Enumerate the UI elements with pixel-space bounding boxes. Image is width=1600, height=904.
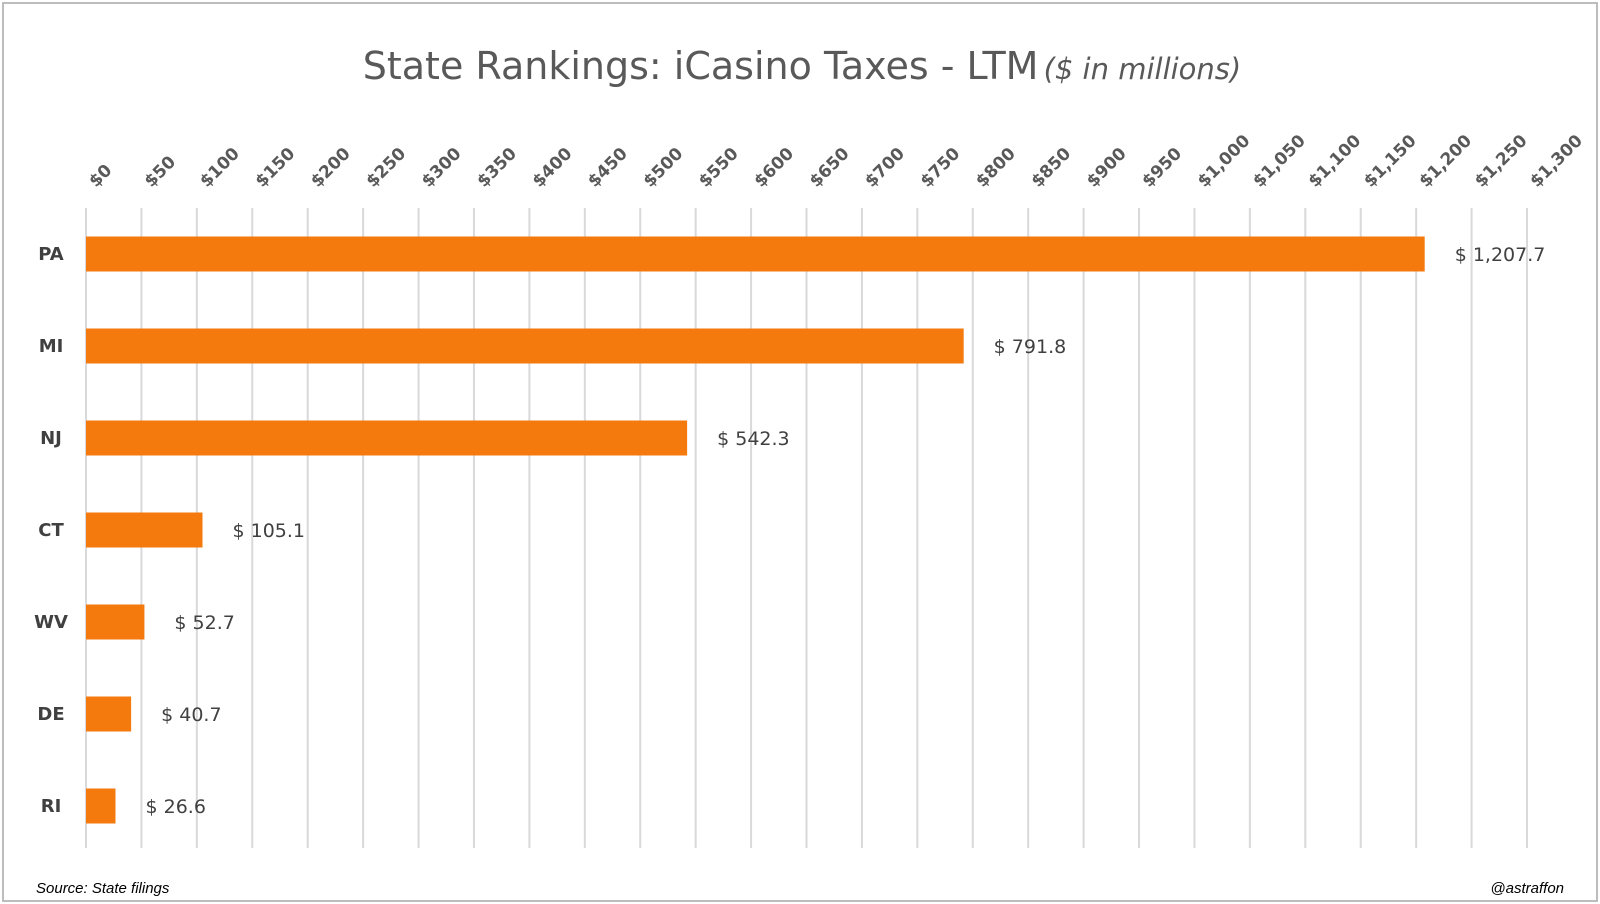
bars: [86, 236, 1425, 824]
x-tick-label: $450: [584, 144, 632, 192]
bar: [86, 696, 132, 732]
x-tick-label: $1,050: [1249, 131, 1310, 192]
author-handle: @astraffon: [1490, 880, 1564, 897]
bar: [86, 328, 964, 364]
x-tick-label: $850: [1028, 144, 1076, 192]
x-tick-label: $0: [85, 161, 116, 192]
bar: [86, 604, 145, 640]
x-tick-label: $1,300: [1526, 131, 1587, 192]
data-label: $ 40.7: [161, 704, 221, 726]
bar: [86, 512, 203, 548]
bar: [86, 420, 688, 456]
data-label: $ 1,207.7: [1455, 244, 1546, 266]
x-tick-label: $1,200: [1416, 131, 1477, 192]
x-tick-label: $550: [695, 144, 743, 192]
data-label: $ 105.1: [232, 520, 305, 542]
data-label: $ 542.3: [717, 428, 790, 450]
category-label: NJ: [40, 428, 62, 449]
gridlines: [85, 208, 1528, 848]
x-tick-label: $500: [640, 144, 688, 192]
x-tick-label: $400: [529, 144, 577, 192]
data-label: $ 52.7: [174, 612, 234, 634]
x-tick-label: $1,000: [1194, 131, 1255, 192]
category-label: WV: [34, 612, 68, 633]
x-tick-label: $1,250: [1471, 131, 1532, 192]
bar: [86, 236, 1425, 272]
category-label: MI: [39, 336, 64, 357]
category-label: DE: [37, 704, 64, 725]
bar: [86, 788, 116, 824]
x-tick-label: $900: [1083, 144, 1131, 192]
data-labels: $ 1,207.7 $ 791.8 $ 542.3 $ 105.1 $ 52.7 $ 40…: [145, 244, 1545, 818]
category-label: PA: [38, 244, 64, 265]
x-tick-label: $800: [972, 144, 1020, 192]
chart-subtitle: ($ in millions): [1043, 52, 1242, 86]
x-tick-label: $150: [252, 144, 300, 192]
x-axis-tick-labels: $0 $50 $100 $150 $200 $250 $300 $350 $400 $450 $50…: [85, 131, 1587, 192]
x-tick-label: $50: [141, 152, 180, 191]
data-label: $ 791.8: [994, 336, 1067, 358]
x-tick-label: $1,150: [1360, 131, 1421, 192]
source-note: Source: State filings: [36, 880, 170, 897]
x-tick-label: $700: [861, 144, 909, 192]
category-label: CT: [38, 520, 64, 541]
x-tick-label: $650: [806, 144, 854, 192]
x-tick-label: $250: [363, 144, 411, 192]
x-tick-label: $1,100: [1305, 131, 1366, 192]
x-tick-label: $300: [418, 144, 466, 192]
x-tick-label: $100: [196, 144, 244, 192]
x-tick-label: $200: [307, 144, 355, 192]
chart-title-block: State Rankings: iCasino Taxes - LTM ($ i…: [4, 44, 1600, 96]
category-label: RI: [41, 796, 62, 817]
data-label: $ 26.6: [145, 796, 205, 818]
chart-title: State Rankings: iCasino Taxes - LTM: [362, 44, 1039, 88]
x-tick-label: $950: [1138, 144, 1186, 192]
category-labels: PA MI NJ CT WV DE RI: [34, 244, 68, 817]
x-tick-label: $350: [473, 144, 521, 192]
x-tick-label: $600: [750, 144, 798, 192]
x-tick-label: $750: [917, 144, 965, 192]
